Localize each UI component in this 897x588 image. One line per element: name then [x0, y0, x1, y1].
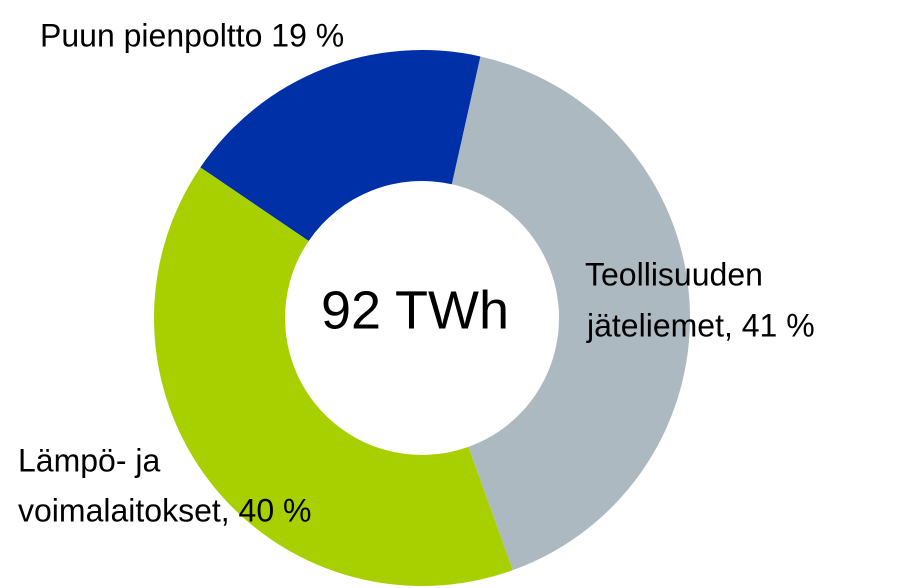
donut-segment	[200, 49, 481, 241]
donut-segment	[154, 167, 513, 587]
segment-label: jäteliemet, 41 %	[586, 307, 815, 343]
donut-segment	[451, 56, 690, 571]
segment-label: Lämpö- ja	[18, 442, 161, 478]
segment-label: Puun pienpoltto 19 %	[40, 17, 344, 53]
center-label: 92 TWh	[321, 280, 509, 340]
segment-label: voimalaitokset, 40 %	[18, 492, 311, 528]
segment-label: Teollisuuden	[585, 256, 763, 292]
